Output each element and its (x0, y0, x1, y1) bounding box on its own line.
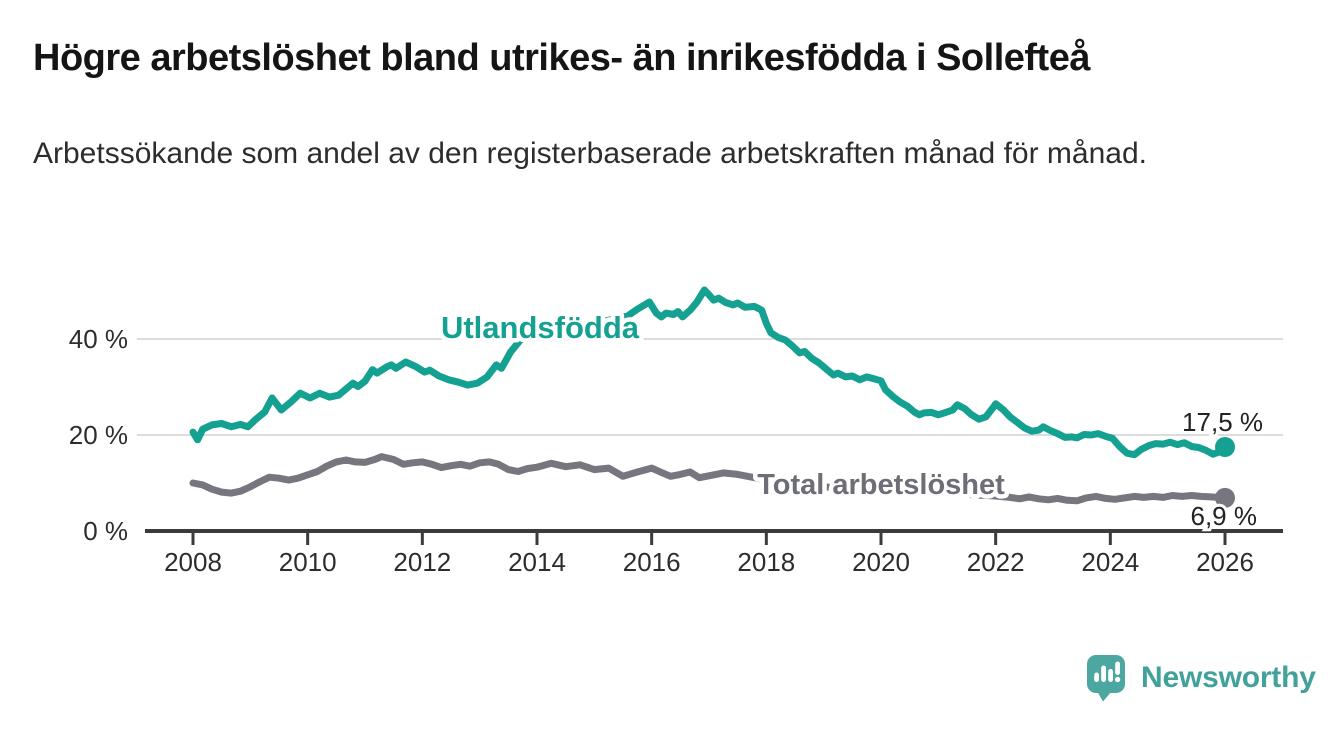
newsworthy-logo: Newsworthy (1086, 654, 1316, 702)
x-tick-label-2026: 2026 (1196, 547, 1254, 577)
end-dot-utlandsfodda (1215, 437, 1235, 457)
x-tick-label-2016: 2016 (623, 547, 681, 577)
newsworthy-wordmark: Newsworthy (1141, 661, 1316, 694)
series-line-utlandsfodda (189, 286, 1229, 459)
y-tick-label-20: 20 % (69, 420, 128, 450)
y-tick-label-0: 0 % (83, 516, 128, 546)
value-label-total: 6,9 % (1191, 501, 1258, 531)
end-dot-total (1215, 487, 1235, 508)
y-tick-label-40: 40 % (69, 324, 128, 354)
series-line-total (189, 453, 1229, 505)
page-title: Högre arbetslöshet bland utrikes- än inr… (33, 37, 1090, 79)
x-tick-label-2022: 2022 (967, 547, 1025, 577)
newsworthy-bubble-chart-icon (1087, 655, 1125, 702)
series-label-total: Total arbetslöshet (757, 469, 1005, 501)
x-tick-label-2024: 2024 (1081, 547, 1139, 577)
value-label-utlandsfodda: 17,5 % (1182, 407, 1263, 437)
x-tick-label-2010: 2010 (279, 547, 337, 577)
x-tick-label-2020: 2020 (852, 547, 910, 577)
x-tick-label-2018: 2018 (737, 547, 795, 577)
x-tick-label-2014: 2014 (508, 547, 566, 577)
x-tick-label-2012: 2012 (393, 547, 451, 577)
chart-subtitle: Arbetssökande som andel av den registerb… (33, 137, 1147, 170)
series-label-utlandsfodda: Utlandsfödda (441, 310, 640, 345)
x-tick-label-2008: 2008 (164, 547, 222, 577)
